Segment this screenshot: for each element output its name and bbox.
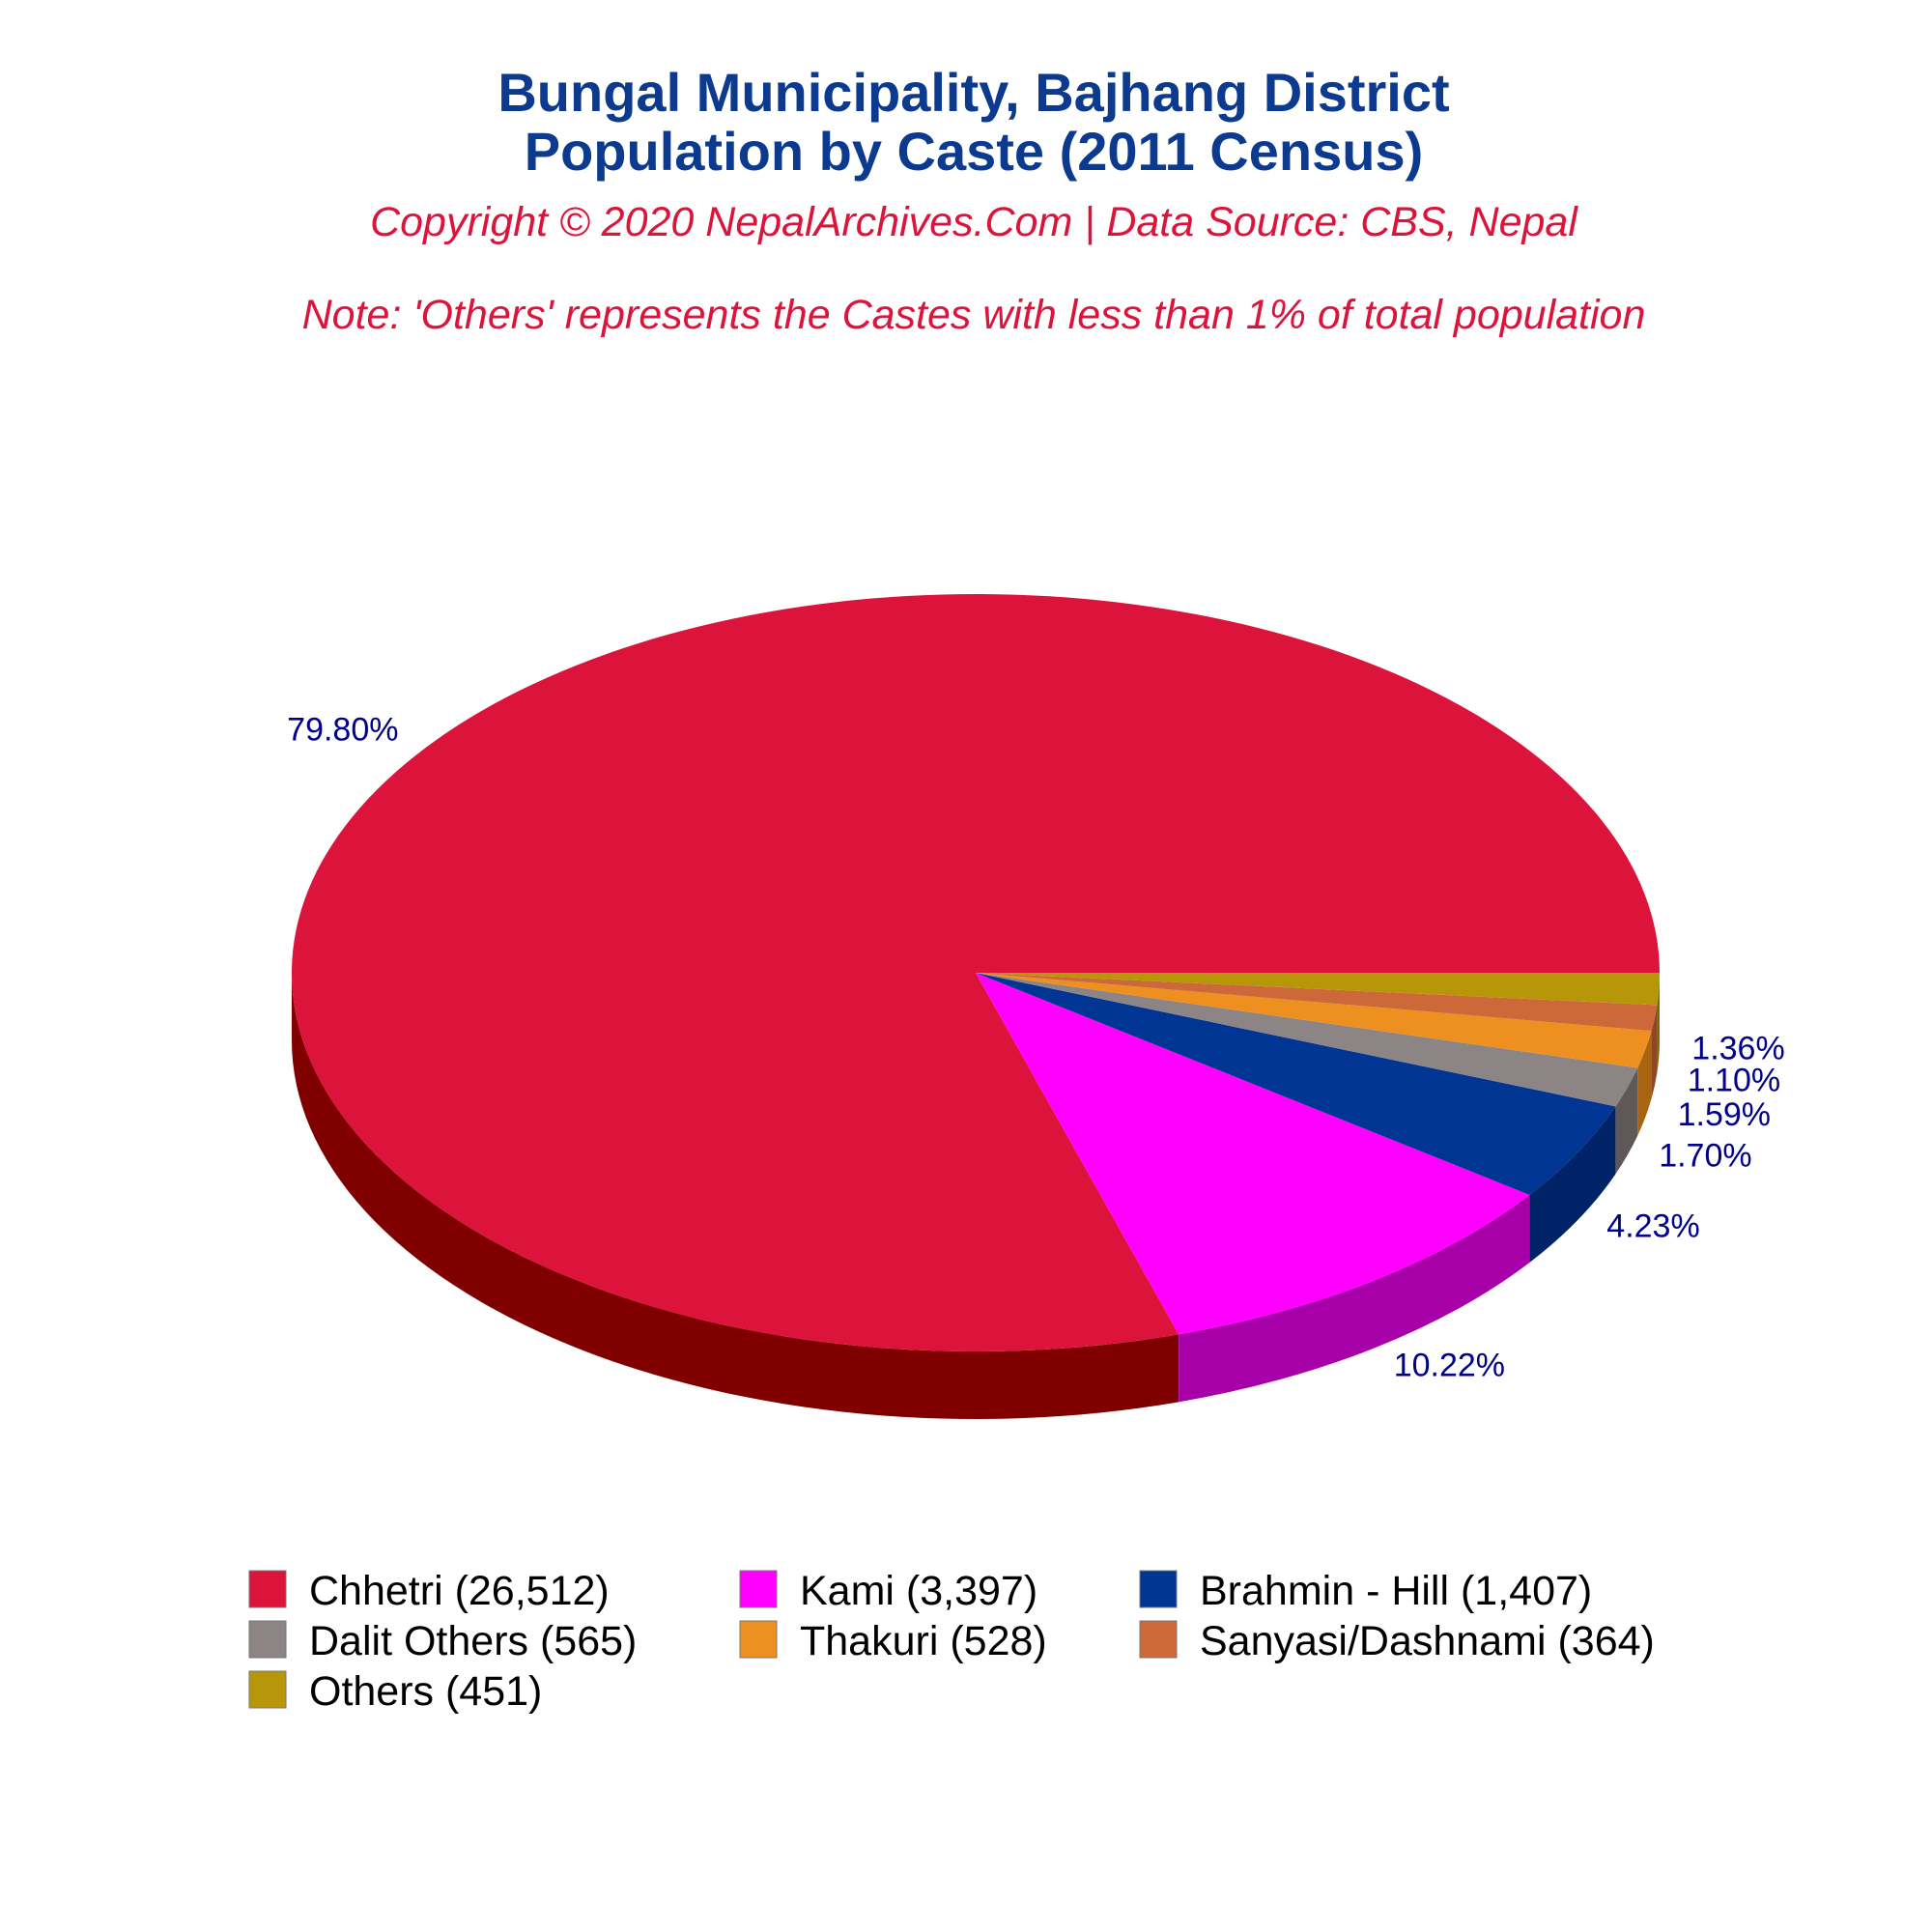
legend-swatch-1: [739, 1570, 778, 1608]
pie-slice-6: [976, 973, 1660, 1006]
legend-label-6: Others (451): [309, 1668, 542, 1715]
legend-label-1: Kami (3,397): [800, 1568, 1037, 1614]
pie-slice-3: [976, 973, 1638, 1107]
pie-side-4: [1637, 1031, 1652, 1136]
pie-label-1: 10.22%: [1394, 1348, 1505, 1384]
legend-swatch-3: [248, 1620, 287, 1659]
chart-note: Note: 'Others' represents the Castes wit…: [302, 292, 1646, 338]
legend-swatch-2: [1139, 1570, 1178, 1608]
pie-slice-5: [976, 973, 1658, 1032]
legend-label-0: Chhetri (26,512): [309, 1568, 610, 1614]
pie-side-3: [1615, 1067, 1638, 1175]
legend-swatch-4: [739, 1620, 778, 1659]
chart-title-line1: Bungal Municipality, Bajhang District: [497, 62, 1449, 123]
legend-label-3: Dalit Others (565): [309, 1618, 637, 1664]
legend-swatch-5: [1139, 1620, 1178, 1659]
pie-side-2: [1529, 1106, 1616, 1263]
chart-title-line2: Population by Caste (2011 Census): [525, 121, 1423, 182]
legend-swatch-0: [248, 1570, 287, 1608]
pie-label-5: 1.10%: [1688, 1062, 1780, 1098]
pie-slice-4: [976, 973, 1652, 1068]
pie-label-2: 4.23%: [1606, 1208, 1699, 1244]
legend-label-4: Thakuri (528): [800, 1618, 1047, 1664]
legend: Chhetri (26,512) Kami (3,397) Brahmin - Hi…: [248, 1568, 1655, 1715]
pie-labels: 79.80% 10.22% 4.23% 1.70% 1.59%1.10%1.36%: [287, 711, 1785, 1383]
pie-sides: [292, 973, 1660, 1419]
pie-side-0: [292, 973, 1179, 1419]
pie-side-5: [1651, 1005, 1658, 1099]
legend-label-2: Brahmin - Hill (1,407): [1200, 1568, 1592, 1614]
legend-swatch-6: [248, 1670, 287, 1709]
pie-slice-1: [976, 973, 1530, 1335]
chart-subtitle: Copyright © 2020 NepalArchives.Com | Dat…: [370, 199, 1578, 245]
pie-label-0: 79.80%: [287, 711, 398, 748]
pie-side-6: [1657, 973, 1660, 1073]
legend-label-5: Sanyasi/Dashnami (364): [1200, 1618, 1655, 1664]
pie-side-1: [1179, 1194, 1530, 1403]
pie-label-4: 1.59%: [1678, 1096, 1771, 1133]
pie-label-3: 1.70%: [1659, 1137, 1751, 1174]
pie-slice-2: [976, 973, 1616, 1195]
pie-label-6: 1.36%: [1691, 1031, 1784, 1067]
pie-top: [291, 594, 1660, 1351]
